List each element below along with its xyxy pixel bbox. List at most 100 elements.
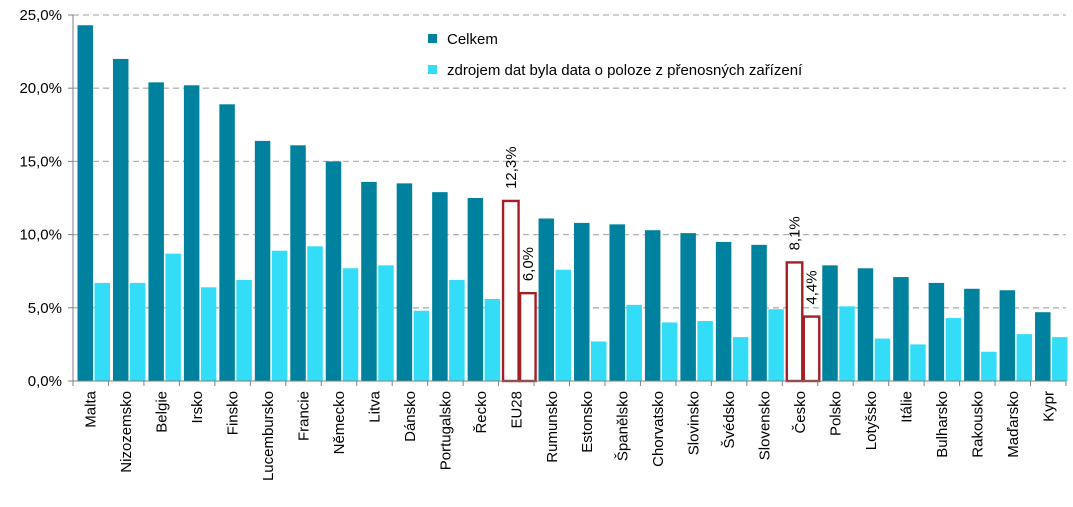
legend-label: zdrojem dat byla data o poloze z přenosn… <box>447 62 803 79</box>
bar-celkem-slovinsko <box>680 233 696 381</box>
bar-celkem-portugalsko <box>432 192 448 381</box>
bar-celkem-finsko <box>219 104 235 381</box>
category-label: Lotyšsko <box>863 391 880 450</box>
bar-celkem-švédsko <box>715 241 732 381</box>
bar-mobile-lucembursko <box>271 250 288 381</box>
axes: 0,0% 5,0% 10,0% 15,0% 20,0% 25,0% Malta Nizozem… <box>19 7 1067 481</box>
legend-swatch <box>428 65 437 74</box>
category-label: Rumunsko <box>544 391 561 463</box>
y-tick-label: 15,0% <box>19 153 62 170</box>
bar-celkem-maďarsko <box>999 290 1016 381</box>
bar-celkem-eu28 <box>501 199 520 383</box>
bar-mobile-finsko <box>236 279 252 381</box>
bar-celkem-litva <box>361 181 377 381</box>
y-tick-label: 20,0% <box>19 80 62 97</box>
category-label: Česko <box>792 391 809 434</box>
legend: Celkem zdrojem dat byla data o poloze z p… <box>428 31 803 79</box>
bar-celkem-německo <box>325 161 342 381</box>
category-label: Chorvatsko <box>650 391 667 467</box>
legend-label: Celkem <box>447 31 498 48</box>
bar-celkem-dánsko <box>396 183 413 381</box>
category-label: Polsko <box>827 391 844 436</box>
bar-mobile-řecko <box>484 299 501 381</box>
bar-mobile-eu28 <box>518 291 537 383</box>
data-label: 4,4% <box>804 270 821 304</box>
category-label: Německo <box>331 391 348 454</box>
bar-celkem-chorvatsko <box>644 230 661 381</box>
bar-celkem-francie <box>290 145 306 381</box>
bar-celkem-polsko <box>822 265 838 381</box>
bar-celkem-lucembursko <box>254 140 271 381</box>
bar-celkem-bulharsko <box>928 282 945 381</box>
bar-mobile-slovinsko <box>697 320 713 381</box>
y-tick-label: 5,0% <box>28 300 62 317</box>
bar-mobile-itálie <box>910 344 926 381</box>
category-label: Rakousko <box>969 391 986 458</box>
category-label: Malta <box>83 390 100 427</box>
bar-celkem-malta <box>77 25 93 382</box>
bar-mobile-belgie <box>165 253 181 381</box>
bar-mobile-německo <box>342 268 359 381</box>
category-label: Řecko <box>473 391 490 434</box>
category-label: Itálie <box>898 391 915 423</box>
category-label: Bulharsko <box>934 391 951 458</box>
category-label: Švédsko <box>721 391 738 449</box>
bar-mobile-rumunsko <box>555 269 572 381</box>
y-tick-label: 0,0% <box>28 373 62 390</box>
bar-mobile-maďarsko <box>1016 334 1033 381</box>
bar-celkem-slovensko <box>751 244 767 381</box>
bar-celkem-rakousko <box>964 288 980 381</box>
bar-celkem-lotyšsko <box>857 268 874 381</box>
category-label: Irsko <box>189 391 206 424</box>
bar-mobile-irsko <box>200 287 217 381</box>
category-label: EU28 <box>508 391 525 429</box>
bar-mobile-rakousko <box>981 351 997 381</box>
category-label: Španělsko <box>615 391 632 461</box>
category-label: Lucembursko <box>260 391 277 481</box>
bars <box>77 25 1068 383</box>
category-label: Finsko <box>225 391 242 435</box>
bar-mobile-estonsko <box>591 341 607 381</box>
bar-celkem-španělsko <box>609 224 625 381</box>
data-label: 12,3% <box>503 146 520 189</box>
legend-swatch <box>428 34 437 43</box>
bar-mobile-švédsko <box>732 337 749 381</box>
category-label: Nizozemsko <box>118 391 135 473</box>
category-label: Litva <box>366 390 383 422</box>
bar-mobile-malta <box>94 282 110 381</box>
bar-celkem-řecko <box>467 198 484 381</box>
bar-mobile-chorvatsko <box>661 322 678 381</box>
category-label: Slovinsko <box>686 391 703 455</box>
bar-celkem-česko <box>785 261 804 383</box>
y-tick-label: 10,0% <box>19 227 62 244</box>
bar-mobile-nizozemsko <box>129 282 146 381</box>
category-label: Kypr <box>1040 391 1057 422</box>
bar-celkem-itálie <box>893 277 909 381</box>
data-labels: 12,3% 6,0% 8,1% 4,4% <box>503 146 821 304</box>
bar-mobile-bulharsko <box>945 318 962 381</box>
category-label: Dánsko <box>402 391 419 442</box>
bar-celkem-irsko <box>183 85 200 381</box>
bar-celkem-nizozemsko <box>112 58 129 382</box>
bar-mobile-slovensko <box>768 309 784 381</box>
category-label: Slovensko <box>757 391 774 460</box>
bar-mobile-portugalsko <box>449 279 465 381</box>
category-label: Estonsko <box>579 391 596 453</box>
bar-celkem-estonsko <box>574 222 590 381</box>
bar-mobile-litva <box>378 265 394 381</box>
bar-mobile-dánsko <box>413 310 430 381</box>
bar-celkem-rumunsko <box>538 218 555 381</box>
bar-mobile-francie <box>307 246 323 381</box>
bar-mobile-lotyšsko <box>874 338 891 381</box>
category-label: Portugalsko <box>437 391 454 470</box>
bar-mobile-španělsko <box>626 304 642 381</box>
category-label: Francie <box>296 391 313 441</box>
bar-celkem-kypr <box>1035 312 1051 381</box>
bar-mobile-kypr <box>1052 337 1068 381</box>
y-tick-label: 25,0% <box>19 7 62 24</box>
bar-mobile-česko <box>802 315 821 383</box>
category-label: Maďarsko <box>1005 391 1022 458</box>
bar-celkem-belgie <box>148 82 164 382</box>
